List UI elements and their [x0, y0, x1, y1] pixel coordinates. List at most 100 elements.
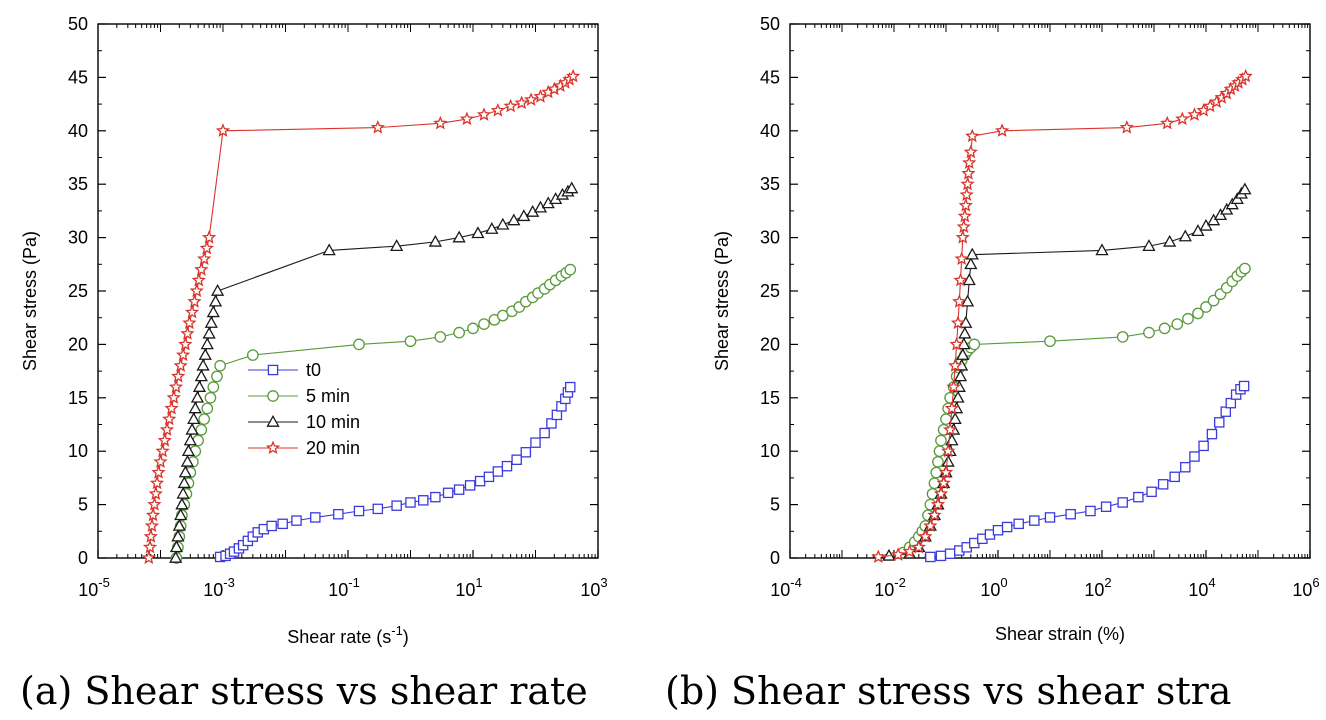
data-point-20-min	[911, 539, 926, 554]
x-tick-label: 106	[1292, 575, 1319, 600]
data-point-20-min	[930, 497, 946, 511]
data-point-10-min	[196, 358, 210, 371]
data-point-20-min	[950, 315, 966, 330]
data-point-10-min	[1095, 243, 1109, 256]
data-point-5-min	[1239, 262, 1251, 275]
legend-marker	[267, 390, 279, 402]
data-point-20-min	[191, 272, 206, 287]
data-point-10-min	[496, 217, 510, 230]
data-point-20-min	[994, 123, 1010, 137]
data-point-20-min	[197, 251, 212, 266]
series-line-t0	[220, 386, 571, 558]
legend-marker	[267, 364, 279, 376]
y-tick-label: 30	[68, 228, 88, 248]
data-point-20-min	[954, 251, 969, 266]
data-point-t0	[333, 508, 344, 520]
data-point-20-min	[514, 95, 529, 110]
legend: t0 5 min 10 min 20 min	[248, 360, 360, 458]
y-axis-title: Shear stress (Pa)	[20, 231, 40, 371]
data-point-20-min	[962, 155, 977, 169]
data-point-20-min	[189, 283, 204, 298]
data-point-20-min	[184, 304, 200, 319]
data-point-10-min	[188, 401, 202, 414]
data-point-t0	[372, 503, 384, 515]
data-point-20-min	[142, 539, 158, 554]
data-point-10-min	[206, 305, 220, 318]
y-tick-label: 45	[68, 67, 88, 87]
data-point-20-min	[180, 326, 195, 340]
data-point-20-min	[960, 176, 975, 191]
data-point-20-min	[149, 475, 165, 490]
data-point-20-min	[953, 272, 968, 287]
data-point-t0	[944, 548, 956, 559]
y-tick-label: 20	[68, 334, 88, 354]
data-point-10-min	[183, 433, 197, 446]
data-point-10-min	[1142, 239, 1156, 251]
data-point-t0	[492, 466, 504, 477]
data-point-5-min	[211, 370, 223, 383]
data-point-10-min	[172, 518, 186, 531]
data-point-5-min	[1182, 312, 1194, 325]
data-point-t0	[464, 480, 476, 491]
data-point-10-min	[507, 213, 521, 226]
data-point-20-min	[938, 465, 954, 479]
data-point-5-min	[930, 466, 943, 479]
data-point-t0	[511, 454, 522, 465]
y-tick-label: 10	[760, 441, 780, 461]
data-point-20-min	[963, 144, 978, 159]
y-tick-label: 50	[760, 14, 780, 34]
data-point-5-min	[201, 402, 214, 415]
data-point-10-min	[175, 497, 189, 510]
data-point-5-min	[198, 413, 211, 426]
data-point-5-min	[564, 263, 577, 276]
data-point-t0	[1220, 406, 1232, 417]
data-point-20-min	[902, 544, 917, 558]
data-point-5-min	[1044, 335, 1056, 348]
data-point-20-min	[199, 240, 214, 255]
data-point-20-min	[948, 358, 963, 372]
data-point-t0	[935, 550, 947, 562]
data-point-20-min	[194, 262, 209, 276]
data-point-20-min	[168, 379, 184, 394]
y-tick-label: 40	[760, 121, 780, 141]
data-point-10-min	[953, 369, 968, 382]
y-tick-label: 25	[68, 281, 88, 301]
data-point-20-min	[944, 400, 960, 415]
y-tick-label: 15	[68, 388, 88, 408]
data-point-20-min	[171, 368, 186, 383]
data-point-10-min	[962, 273, 976, 286]
data-point-20-min	[890, 547, 906, 561]
data-point-20-min	[1160, 115, 1175, 130]
y-tick-label: 25	[760, 281, 780, 301]
data-point-10-min	[565, 181, 579, 194]
data-point-t0	[1085, 505, 1096, 517]
data-point-10-min	[960, 294, 975, 307]
data-point-t0	[442, 487, 454, 499]
data-point-10-min	[192, 380, 207, 392]
y-tick-label: 50	[68, 14, 88, 34]
data-point-20-min	[523, 92, 539, 106]
data-point-5-min	[478, 318, 490, 330]
data-point-20-min	[178, 336, 193, 351]
data-point-20-min	[147, 497, 162, 511]
data-point-t0	[551, 409, 563, 421]
data-point-20-min	[159, 422, 175, 436]
data-point-10-min	[951, 390, 965, 403]
data-point-t0	[992, 524, 1004, 536]
data-point-10-min	[176, 486, 190, 499]
data-point-t0	[925, 551, 936, 563]
data-point-t0	[353, 505, 365, 517]
data-point-10-min	[390, 239, 404, 251]
x-tick-label: 103	[580, 575, 607, 600]
data-point-20-min	[933, 486, 949, 500]
data-point-10-min	[187, 412, 201, 425]
x-tick-label: 101	[455, 575, 482, 600]
data-point-t0	[1214, 417, 1225, 428]
y-tick-label: 40	[68, 121, 88, 141]
legend-label: t0	[306, 360, 321, 380]
data-point-20-min	[162, 411, 177, 426]
y-tick-label: 30	[760, 228, 780, 248]
legend-marker	[266, 414, 280, 427]
data-point-20-min	[949, 336, 964, 351]
y-tick-label: 5	[770, 495, 780, 515]
